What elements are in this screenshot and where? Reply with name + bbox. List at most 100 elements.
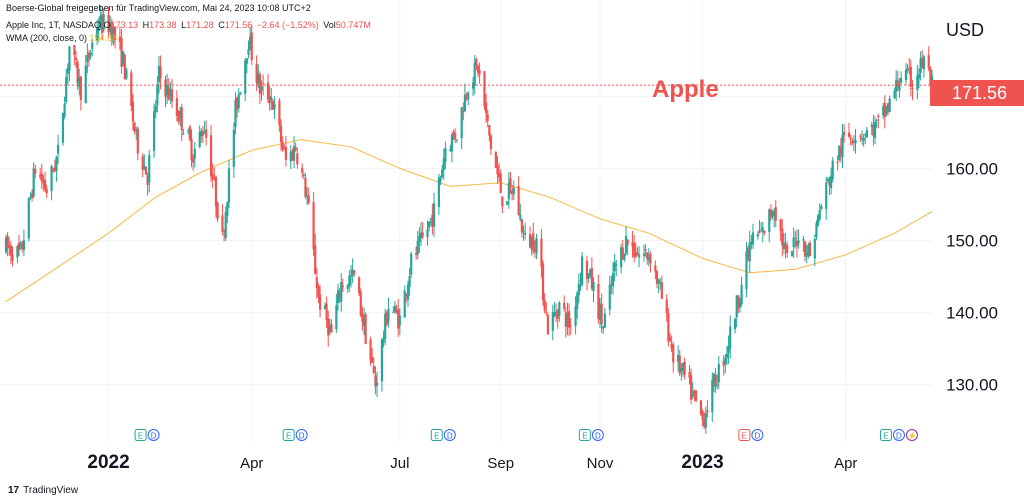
candle-body — [260, 86, 263, 91]
candle-body — [589, 269, 592, 276]
ohlc-key: Vol — [320, 20, 336, 30]
candle-body — [816, 215, 820, 226]
candle-body — [530, 236, 533, 249]
candle-body — [403, 290, 406, 318]
time-axis[interactable]: 2022 Apr Jul Sep Nov 2023 Apr — [87, 452, 857, 473]
candle-body — [346, 284, 349, 289]
marker-letter: ⚡ — [907, 431, 917, 441]
candle-body — [489, 135, 493, 150]
candle-body — [159, 66, 162, 79]
candle-body — [790, 251, 794, 257]
candle-body — [706, 410, 709, 413]
split-icon: ⚡ — [905, 429, 918, 441]
marker-letter: E — [286, 432, 291, 441]
candle-body — [462, 110, 465, 113]
candle-body — [782, 242, 786, 249]
candle-body — [714, 374, 717, 387]
candle-body — [701, 411, 704, 420]
candle-body — [8, 245, 11, 249]
candle-body — [96, 28, 99, 41]
candle-body — [535, 237, 538, 254]
marker-letter: D — [299, 432, 305, 441]
candle-body — [296, 153, 299, 165]
candle-body — [34, 169, 37, 174]
candle-body — [278, 100, 281, 126]
candle-body — [141, 156, 144, 170]
candle-body — [899, 78, 903, 83]
candle-body — [803, 241, 807, 257]
candle-body — [735, 295, 738, 318]
candle-body — [911, 87, 914, 89]
marker-letter: E — [138, 432, 143, 441]
candle-body — [348, 275, 351, 286]
candle-body — [209, 135, 213, 177]
candle-body — [836, 162, 839, 164]
candle-body — [102, 14, 105, 31]
candle-body — [415, 253, 418, 255]
candle-body — [68, 46, 71, 71]
candle-body — [830, 175, 833, 189]
candle-body — [273, 103, 276, 110]
candle-body — [760, 230, 763, 232]
candle-body — [55, 157, 58, 172]
candle-body — [27, 198, 30, 239]
candle-body — [305, 195, 309, 197]
candle-body — [501, 196, 504, 207]
candle-body — [808, 242, 812, 257]
candle-body — [509, 178, 512, 187]
candle-body — [727, 345, 730, 353]
marker-shape — [282, 429, 295, 441]
candle-body — [488, 125, 491, 136]
candle-body — [624, 235, 628, 254]
candle-body — [418, 235, 421, 243]
candle-body — [517, 185, 520, 216]
dividend-icon: D — [751, 429, 764, 441]
candle-body — [118, 36, 122, 42]
symbol-label[interactable]: Apple Inc, 1T, NASDAQ — [6, 20, 102, 30]
candle-body — [564, 312, 567, 327]
candle-body — [325, 303, 328, 321]
candle-body — [620, 247, 623, 268]
candle-body — [317, 286, 320, 297]
candle-body — [545, 311, 548, 313]
ohlc-key: C — [215, 20, 225, 30]
candle-body — [314, 245, 317, 275]
x-tick-label: 2023 — [681, 452, 723, 473]
candle-body — [123, 54, 126, 80]
candle-body — [406, 284, 410, 300]
candle-body — [745, 251, 748, 290]
candle-body — [214, 176, 218, 207]
candle-body — [725, 353, 729, 358]
candle-body — [613, 261, 616, 272]
marker-shape — [147, 429, 160, 441]
candle-body — [224, 212, 227, 239]
candle-body — [143, 165, 146, 170]
candle-body — [854, 139, 857, 144]
candle-body — [201, 132, 205, 136]
candle-body — [768, 209, 771, 232]
earnings-icon: E — [430, 429, 443, 441]
candle-body — [330, 324, 333, 333]
candle-body — [885, 106, 888, 115]
indicator-legend[interactable]: WMA (200, close, 0) 154.68 — [6, 33, 117, 43]
tradingview-footer[interactable]: 17 TradingView — [8, 485, 78, 496]
candle-body — [385, 312, 388, 325]
x-tick-label: 2022 — [87, 452, 129, 473]
candle-body — [395, 309, 398, 313]
candle-body — [86, 54, 89, 63]
candle-body — [543, 299, 546, 311]
marker-shape — [430, 429, 443, 441]
marker-shape — [295, 429, 308, 441]
candle-body — [6, 235, 9, 248]
candle-body — [642, 253, 646, 256]
candle-body — [257, 73, 260, 85]
candle-body — [416, 240, 419, 255]
candle-body — [146, 175, 149, 186]
candle-body — [454, 133, 457, 140]
marker-letter: D — [447, 432, 453, 441]
candle-body — [247, 49, 250, 55]
candle-body — [341, 285, 344, 288]
ohlc-item: −2.64 (−1.52%) — [254, 20, 321, 30]
